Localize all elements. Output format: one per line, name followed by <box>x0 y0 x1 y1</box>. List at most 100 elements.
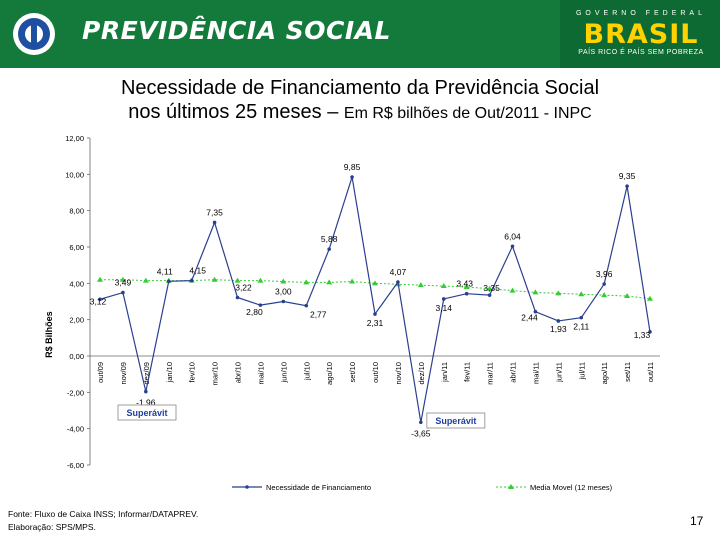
data-label: 3,22 <box>235 283 252 293</box>
y-tick-label: 6,00 <box>69 243 84 252</box>
moving-average-point <box>624 293 631 299</box>
gov-brand: BRASIL <box>583 19 699 50</box>
title-line2: nos últimos 25 meses – Em R$ bilhões de … <box>0 100 720 126</box>
legend-financing-marker <box>245 485 249 489</box>
superavit-label: Superávit <box>126 408 167 418</box>
moving-average-point <box>463 283 470 289</box>
financing-point <box>304 303 309 308</box>
x-tick-label: mai/11 <box>531 362 540 384</box>
data-label: 4,15 <box>189 266 206 276</box>
data-label: 3,96 <box>596 269 613 279</box>
financing-point <box>419 420 423 425</box>
x-tick-label: ago/11 <box>600 362 609 384</box>
moving-average-point <box>555 290 562 296</box>
financing-point <box>121 290 125 295</box>
title-line2-main: nos últimos 25 meses – <box>128 101 344 123</box>
x-tick-label: set/10 <box>348 362 357 382</box>
data-label: 3,35 <box>483 283 500 293</box>
financing-point <box>464 291 469 296</box>
x-tick-label: jan/11 <box>440 362 449 383</box>
x-tick-label: dez/10 <box>417 362 426 385</box>
x-tick-label: out/09 <box>96 362 105 383</box>
financing-point <box>98 297 102 302</box>
superavit-box <box>117 404 177 421</box>
financing-point <box>556 319 561 323</box>
footer-source: Fonte: Fluxo de Caixa INSS; Informar/DAT… <box>8 509 199 519</box>
financing-point <box>258 303 263 307</box>
y-axis-label: R$ Bilhões <box>44 311 54 358</box>
x-tick-label: mar/10 <box>211 362 220 385</box>
y-tick-label: 8,00 <box>69 207 84 216</box>
footer-notes: Fonte: Fluxo de Caixa INSS; Informar/DAT… <box>8 508 198 534</box>
gov-slogan: PAÍS RICO É PAÍS SEM POBREZA <box>578 49 704 56</box>
y-tick-label: -2,00 <box>67 388 84 397</box>
data-label: 9,85 <box>344 162 361 172</box>
legend-moving-average-marker <box>508 484 514 489</box>
superavit-box <box>426 412 486 429</box>
header-banner: PREVIDÊNCIA SOCIAL GOVERNO FEDERAL BRASI… <box>0 0 720 68</box>
x-tick-label: nov/09 <box>119 362 128 385</box>
financing-point <box>189 278 194 283</box>
y-tick-label: 12,00 <box>65 134 84 143</box>
moving-average-point <box>601 292 608 298</box>
moving-average-point <box>211 276 218 282</box>
moving-average-point <box>142 277 149 283</box>
moving-average-point <box>326 279 333 285</box>
financing-point <box>602 282 606 286</box>
moving-average-point <box>532 289 539 295</box>
slide-title: Necessidade de Financiamento da Previdên… <box>0 76 720 126</box>
x-tick-label: jun/11 <box>554 362 563 383</box>
data-label: 2,11 <box>573 322 589 332</box>
moving-average-point <box>578 291 585 297</box>
data-label: -3,65 <box>411 428 431 438</box>
y-tick-label: 2,00 <box>69 316 84 325</box>
footer-elaboration: Elaboração: SPS/MPS. <box>8 522 96 532</box>
data-label: 5,88 <box>321 234 338 244</box>
moving-average-point <box>440 283 447 289</box>
y-tick-label: 0,00 <box>69 352 84 361</box>
financing-point <box>510 244 515 249</box>
legend-financing-label: Necessidade de Financiamento <box>266 483 371 492</box>
financing-point <box>373 312 377 316</box>
brand-title: PREVIDÊNCIA SOCIAL <box>82 16 391 45</box>
data-label: 2,44 <box>521 313 538 323</box>
financing-point <box>648 330 652 334</box>
previdencia-logo-icon <box>13 13 55 55</box>
gov-label: GOVERNO FEDERAL <box>575 10 706 17</box>
data-label: 3,43 <box>456 279 473 289</box>
x-tick-label: nov/10 <box>394 362 403 385</box>
financing-point <box>441 297 446 301</box>
moving-average-point <box>97 276 103 282</box>
superavit-label: Superávit <box>435 416 476 426</box>
x-tick-label: jul/10 <box>302 362 311 381</box>
data-label: 2,77 <box>310 310 327 320</box>
financing-point <box>281 299 286 304</box>
moving-average-point <box>349 278 356 284</box>
y-tick-label: 10,00 <box>65 170 84 179</box>
financing-point <box>212 220 217 225</box>
page-number: 17 <box>690 514 704 528</box>
title-line1: Necessidade de Financiamento da Previdên… <box>120 77 600 99</box>
x-tick-label: abr/11 <box>509 362 518 383</box>
legend-moving-average-label: Media Movel (12 meses) <box>530 483 613 492</box>
x-tick-label: fev/10 <box>188 362 197 382</box>
x-tick-label: set/11 <box>623 362 632 382</box>
data-label: 2,31 <box>367 318 384 328</box>
moving-average-point <box>509 287 516 293</box>
data-label: 6,04 <box>504 231 521 241</box>
y-tick-label: -4,00 <box>67 425 84 434</box>
financing-point <box>166 279 171 284</box>
moving-average-point <box>647 295 653 301</box>
x-tick-label: mar/11 <box>486 362 495 385</box>
financing-point <box>533 309 538 314</box>
x-tick-label: jan/10 <box>165 362 174 383</box>
x-tick-label: jun/10 <box>279 362 288 383</box>
moving-average-point <box>119 276 126 282</box>
x-tick-label: jul/11 <box>577 362 586 380</box>
moving-average-point <box>257 277 264 283</box>
data-label: 3,12 <box>90 296 107 306</box>
financing-point <box>579 315 584 320</box>
moving-average-point <box>372 280 378 286</box>
financing-point <box>487 293 492 297</box>
